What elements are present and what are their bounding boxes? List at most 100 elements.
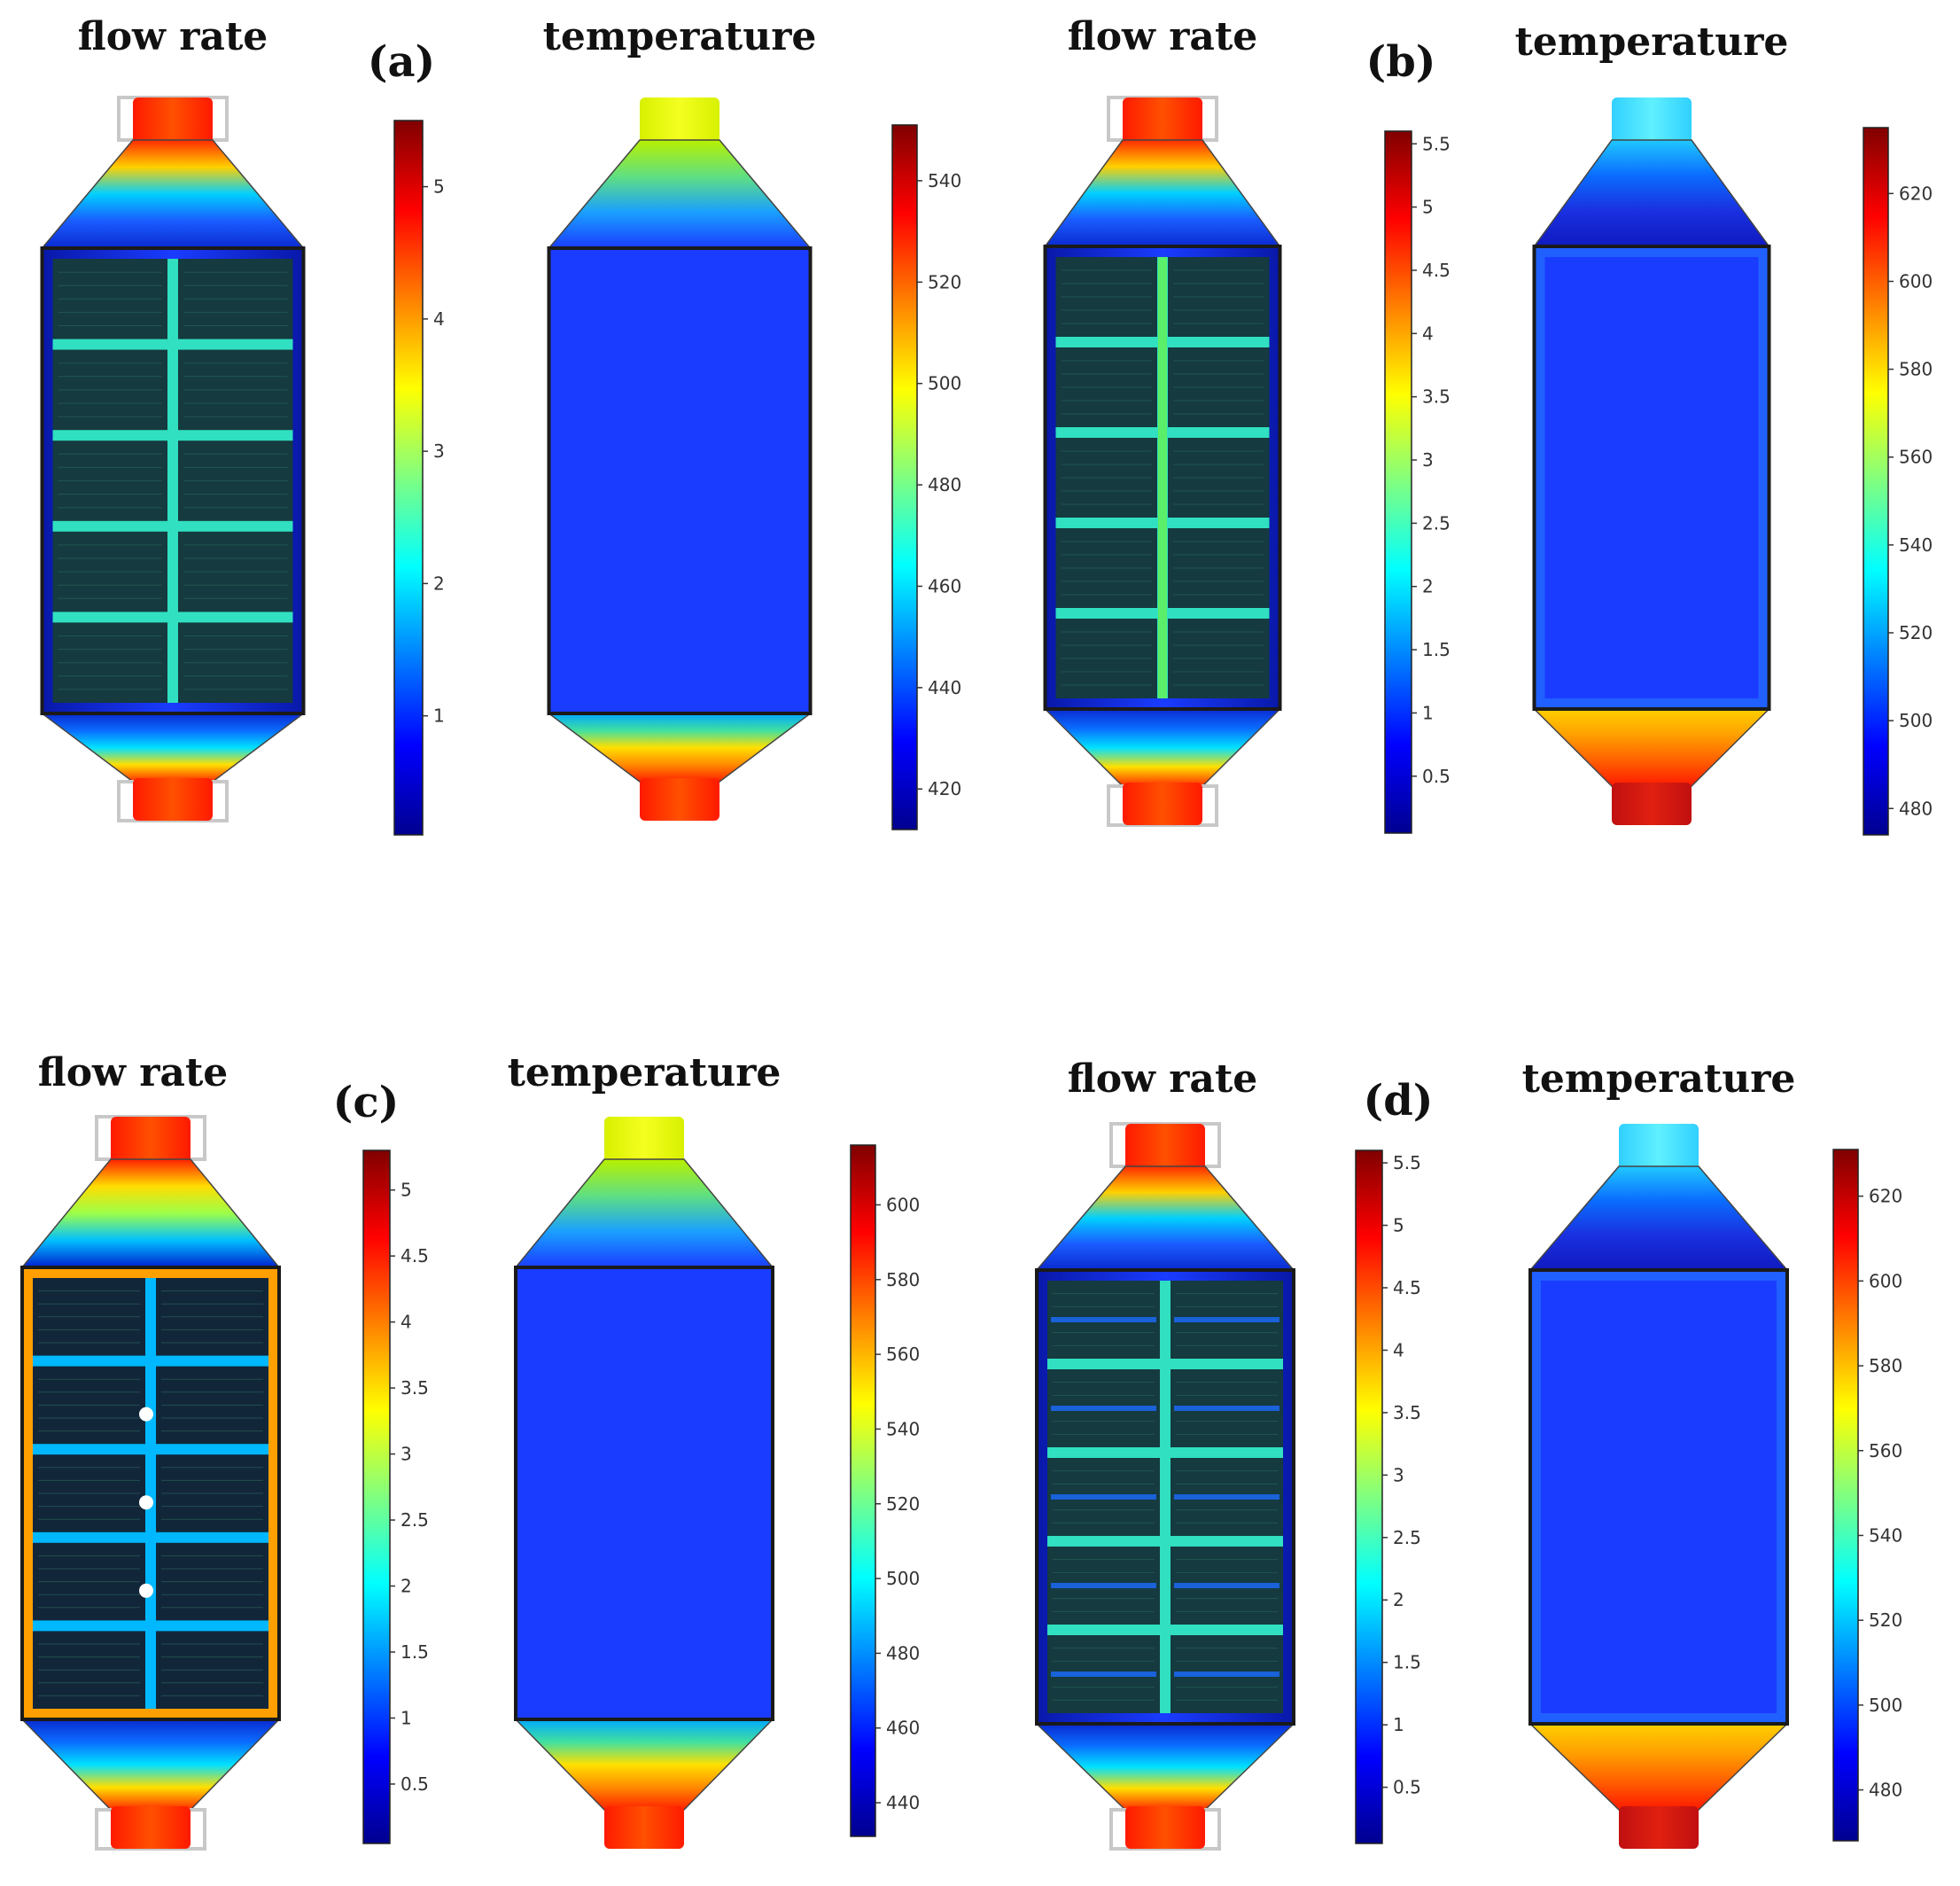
flow-d-outlet-nozzle xyxy=(1125,1806,1205,1849)
panel-c-flow-colorbar-tick-label: 1 xyxy=(401,1707,412,1728)
panel-b-temp-colorbar-tick-label: 500 xyxy=(1899,710,1933,731)
panel-d-temp-colorbar-tick-label: 580 xyxy=(1869,1355,1902,1376)
panel-b-flow-colorbar-tick-label: 1 xyxy=(1422,702,1434,723)
panel-d-flow-colorbar-tick-label: 5.5 xyxy=(1393,1152,1421,1173)
flow-c-probe-dot xyxy=(139,1583,153,1598)
temp-d-outlet-cone xyxy=(1528,1723,1789,1811)
panel-a-temp-colorbar-tick-label: 540 xyxy=(928,170,961,191)
panel-b-flow-colorbar-tick-label: 3.5 xyxy=(1422,386,1451,408)
panel-a-flow-colorbar-tick-label: 1 xyxy=(433,705,445,727)
panel-a-flow-colorbar-tick-label: 5 xyxy=(433,176,445,198)
flow-c-probe-dot xyxy=(139,1495,153,1510)
panel-c-flow-colorbar xyxy=(362,1150,391,1844)
flow-d-baffle xyxy=(1174,1317,1279,1322)
panel-d-temp-colorbar-tick-label: 480 xyxy=(1869,1780,1902,1801)
panel-d-flow-title: flow rate xyxy=(1068,1056,1258,1102)
panel-b-temp-colorbar-tick-label: 540 xyxy=(1899,534,1933,556)
panel-d-flow-colorbar-tick-label: 4.5 xyxy=(1393,1277,1421,1298)
panel-a-label: (a) xyxy=(368,37,436,87)
panel-d-flow-colorbar xyxy=(1355,1150,1383,1844)
panel-b-flow-colorbar-tick-label: 0.5 xyxy=(1422,766,1451,787)
panel-b-temp-title: temperature xyxy=(1515,19,1789,65)
panel-d-temp-colorbar-tick-label: 600 xyxy=(1869,1270,1902,1291)
panel-b-flow-colorbar-tick-label: 4.5 xyxy=(1422,260,1451,281)
panel-a-temp-colorbar-tick-label: 500 xyxy=(928,373,961,394)
panel-c-temp-title: temperature xyxy=(508,1050,782,1095)
temp-c-inlet-cone xyxy=(514,1158,774,1268)
flow-c-inlet-nozzle xyxy=(111,1117,191,1163)
flow-b-body-frame xyxy=(1043,245,1282,711)
panel-b-temp-colorbar-tick-label: 580 xyxy=(1899,359,1933,380)
flow-a-inlet-cone xyxy=(40,139,306,249)
panel-a-temp-title: temperature xyxy=(543,14,817,59)
temp-b-outlet-cone xyxy=(1532,708,1771,787)
temp-d-separators xyxy=(1541,1281,1777,1713)
panel-c-flow-colorbar-tick-label: 1.5 xyxy=(401,1641,429,1663)
panel-d-flow-colorbar-tick-label: 1.5 xyxy=(1393,1652,1421,1673)
temp-c-separators xyxy=(526,1278,762,1709)
panel-a-temp-colorbar xyxy=(891,124,918,830)
panel-b: flow rate temperature (b) 5.5 5 4.5 4 3.5 3 2.5 2 1… xyxy=(1043,14,1933,836)
panel-c: flow rate temperature (c) 5 4.5 4 3.5 3 2.5 2 1.5 1… xyxy=(20,1050,920,1851)
panel-c-temp-colorbar xyxy=(850,1144,876,1837)
temp-c-inlet-nozzle xyxy=(604,1117,684,1163)
panel-c-temp-colorbar-tick-label: 540 xyxy=(886,1418,920,1439)
panel-a-flow-colorbar xyxy=(393,120,424,836)
panel-b-flow-colorbar-tick-label: 3 xyxy=(1422,449,1434,471)
flow-a-outlet-cone xyxy=(40,713,306,783)
flow-d-baffle xyxy=(1051,1583,1156,1588)
temp-d-inlet-nozzle xyxy=(1619,1124,1699,1170)
flow-d-outlet-cone xyxy=(1035,1723,1295,1811)
flow-c-probe-dot xyxy=(139,1407,153,1422)
flow-b-outlet-cone xyxy=(1043,708,1282,787)
temp-c-outlet-cone xyxy=(514,1718,774,1811)
temp-a-inlet-nozzle xyxy=(640,97,719,144)
panel-c-flow-colorbar-tick-label: 2.5 xyxy=(401,1509,429,1531)
panel-b-flow-title: flow rate xyxy=(1068,14,1258,59)
panel-c-flow-colorbar-tick-label: 0.5 xyxy=(401,1773,429,1795)
flow-d-baffle xyxy=(1174,1406,1279,1411)
panel-a-flow-colorbar-tick-label: 3 xyxy=(433,440,445,462)
panel-b-temp-colorbar-tick-label: 520 xyxy=(1899,622,1933,643)
panel-c-label: (c) xyxy=(333,1078,400,1127)
panel-d-temp-colorbar xyxy=(1832,1149,1859,1842)
flow-d-inlet-cone xyxy=(1035,1165,1295,1271)
flow-a-body-frame xyxy=(40,246,306,715)
panel-c-temp-colorbar-tick-label: 580 xyxy=(886,1269,920,1290)
panel-b-temp-colorbar-tick-label: 480 xyxy=(1899,798,1933,819)
temp-a-outlet-cone xyxy=(547,713,813,783)
panel-b-label: (b) xyxy=(1366,37,1436,87)
panel-a-temp-colorbar-tick-label: 480 xyxy=(928,474,961,495)
panel-b-temp-colorbar-tick-label: 620 xyxy=(1899,183,1933,204)
flow-d-baffle xyxy=(1051,1672,1156,1677)
temp-b-inlet-cone xyxy=(1533,139,1770,247)
flow-c-outlet-cone xyxy=(20,1718,281,1811)
panel-b-flow-colorbar-tick-label: 5.5 xyxy=(1422,133,1451,154)
flow-c-outlet-nozzle xyxy=(111,1806,191,1849)
panel-c-flow-colorbar-tick-label: 5 xyxy=(401,1180,412,1201)
panel-c-temp-colorbar-tick-label: 600 xyxy=(886,1194,920,1215)
panel-d-label: (d) xyxy=(1364,1076,1434,1126)
panel-a-temp-colorbar-tick-label: 460 xyxy=(928,575,961,596)
panel-a-temp-colorbar-tick-label: 420 xyxy=(928,778,961,799)
flow-c-inlet-cone xyxy=(20,1158,281,1268)
panel-a-flow-title: flow rate xyxy=(78,14,268,59)
panel-c-temp-colorbar-tick-label: 460 xyxy=(886,1718,920,1739)
panel-a-flow-colorbar-tick-label: 2 xyxy=(433,573,445,594)
temp-c-body-frame xyxy=(514,1266,774,1721)
flow-b-inlet-nozzle xyxy=(1123,97,1202,144)
panel-c-temp-colorbar-tick-label: 500 xyxy=(886,1568,920,1589)
panel-d-temp-title: temperature xyxy=(1522,1056,1796,1102)
panel-c-flow-title: flow rate xyxy=(38,1050,229,1095)
flow-d-baffle xyxy=(1051,1406,1156,1411)
panel-d-flow-colorbar-tick-label: 4 xyxy=(1393,1339,1404,1360)
panel-b-flow-colorbar xyxy=(1384,130,1412,834)
panel-d-temp-colorbar-tick-label: 540 xyxy=(1869,1524,1902,1546)
temp-b-separators xyxy=(1544,257,1759,698)
temp-d-outlet-nozzle xyxy=(1619,1806,1699,1849)
flow-c-body-frame xyxy=(20,1266,281,1721)
panel-d-flow-colorbar-tick-label: 0.5 xyxy=(1393,1777,1421,1798)
temp-d-body-frame xyxy=(1528,1268,1789,1726)
flow-a-outlet-nozzle xyxy=(133,778,213,821)
temp-a-body-frame xyxy=(547,246,813,715)
